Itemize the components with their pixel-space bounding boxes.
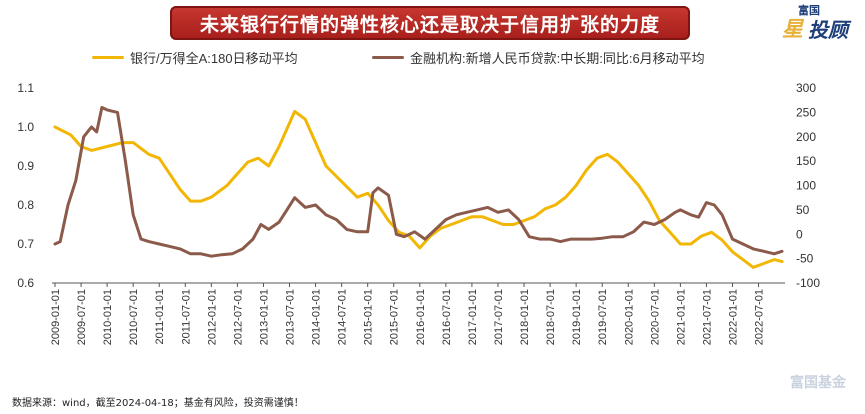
left-tick-label: 1.1	[17, 81, 34, 95]
right-tick-label: -50	[796, 252, 814, 266]
right-axis: -100 -50 0 50 100 150 200 250 300	[796, 81, 820, 290]
x-tick-label: 2021-01-01	[675, 289, 687, 345]
x-tick-label: 2012-01-01	[206, 289, 218, 345]
series-line-bank	[53, 109, 784, 269]
x-tick-label: 2022-07-01	[754, 289, 766, 345]
left-tick-label: 0.9	[17, 159, 34, 173]
x-tick-label: 2018-01-01	[519, 289, 531, 345]
x-tick-label: 2019-01-01	[571, 289, 583, 345]
x-tick-label: 2015-07-01	[389, 289, 401, 345]
series-group	[53, 106, 784, 269]
right-tick-label: 100	[796, 179, 816, 193]
logo-main-text-1: 星	[782, 17, 803, 41]
x-tick-label: 2022-01-01	[727, 289, 739, 345]
source-note: 数据来源：wind，截至2024-04-18；基金有风险，投资需谨慎！	[12, 398, 304, 409]
x-tick-label: 2014-07-01	[337, 289, 349, 345]
right-tick-label: 200	[796, 130, 816, 144]
x-tick-label: 2009-07-01	[76, 289, 88, 345]
legend-item-credit: 金融机构:新增人民币贷款:中长期:同比:6月移动平均	[372, 48, 705, 67]
legend-item-bank: 银行/万得全A:180日移动平均	[92, 48, 298, 67]
right-tick-label: 0	[796, 227, 803, 241]
right-tick-label: 150	[796, 154, 816, 168]
x-tick-label: 2015-01-01	[363, 289, 375, 345]
x-tick-label: 2011-01-01	[154, 289, 166, 344]
logo-top-text: 富国	[798, 4, 820, 17]
chart-title: 未来银行行情的弹性核心还是取决于信用扩张的力度	[199, 13, 660, 36]
legend: 银行/万得全A:180日移动平均 金融机构:新增人民币贷款:中长期:同比:6月移…	[0, 48, 865, 68]
title-banner: 未来银行行情的弹性核心还是取决于信用扩张的力度	[170, 6, 690, 40]
left-tick-label: 1.0	[17, 120, 34, 134]
left-tick-label: 0.8	[17, 198, 34, 212]
x-tick-label: 2009-01-01	[50, 289, 62, 345]
legend-label-credit: 金融机构:新增人民币贷款:中长期:同比:6月移动平均	[410, 51, 705, 66]
right-tick-label: 50	[796, 203, 810, 217]
legend-label-bank: 银行/万得全A:180日移动平均	[130, 51, 298, 66]
x-tick-label: 2020-07-01	[649, 289, 661, 345]
x-tick-label: 2010-01-01	[102, 289, 114, 345]
watermark: 富国基金	[790, 375, 846, 391]
right-tick-label: -100	[796, 276, 820, 290]
x-tick-label: 2012-07-01	[232, 289, 244, 345]
x-tick-label: 2018-07-01	[545, 289, 557, 345]
right-tick-label: 300	[796, 81, 816, 95]
x-tick-label: 2010-07-01	[128, 289, 140, 345]
left-tick-label: 0.7	[17, 237, 34, 251]
right-tick-label: 250	[796, 105, 816, 119]
left-axis: 0.6 0.7 0.8 0.9 1.0 1.1	[17, 81, 34, 290]
x-tick-label: 2014-01-01	[311, 289, 323, 345]
x-tick-label: 2017-01-01	[467, 289, 479, 345]
x-tick-label: 2016-07-01	[441, 289, 453, 345]
legend-swatch-bank	[92, 56, 124, 59]
x-tick-label: 2021-07-01	[701, 289, 713, 345]
x-tick-label: 2011-07-01	[180, 289, 192, 344]
x-tick-label: 2013-07-01	[285, 289, 297, 345]
x-tick-label: 2013-01-01	[258, 289, 270, 345]
x-tick-label: 2017-07-01	[493, 289, 505, 345]
legend-swatch-credit	[372, 56, 404, 59]
x-tick-label: 2020-01-01	[623, 289, 635, 345]
logo-main-text-2: 投顾	[808, 18, 848, 42]
logo: 富国 星 投顾	[778, 2, 862, 42]
x-tick-label: 2016-01-01	[415, 289, 427, 345]
x-axis: 2009-01-01 2009-07-01 2010-01-01 2010-07-01…	[50, 283, 766, 345]
left-tick-label: 0.6	[17, 276, 34, 290]
series-line-credit	[53, 106, 784, 258]
x-tick-label: 2019-07-01	[597, 289, 609, 345]
